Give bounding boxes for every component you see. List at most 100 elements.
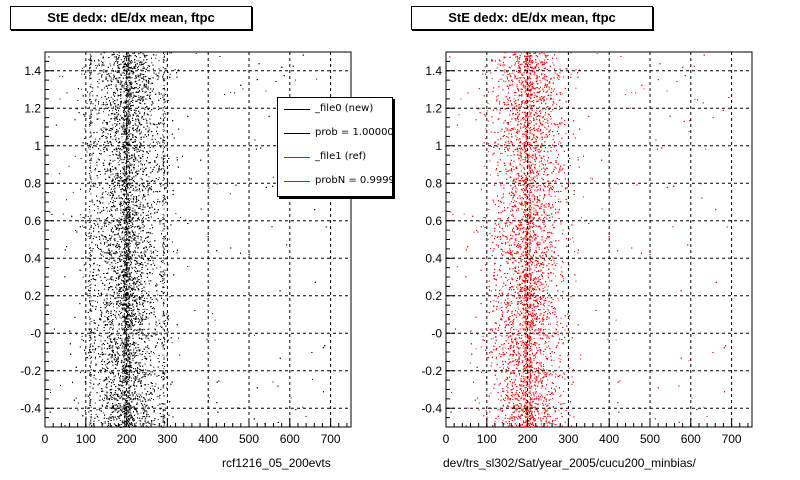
data-point: [113, 93, 114, 95]
data-point: [122, 297, 124, 299]
data-point: [133, 220, 135, 222]
data-point: [103, 255, 105, 257]
data-point: [162, 365, 164, 366]
data-point: [145, 71, 146, 73]
data-point: [147, 260, 149, 262]
data-point: [164, 140, 166, 141]
data-point: [141, 209, 143, 211]
data-point: [120, 210, 122, 211]
data-point: [132, 251, 134, 253]
data-point: [146, 301, 148, 303]
data-point: [91, 182, 93, 184]
data-point: [109, 63, 111, 65]
data-point: [124, 278, 126, 279]
data-point: [98, 79, 100, 81]
data-point: [144, 86, 146, 88]
data-point: [116, 338, 118, 340]
data-point: [133, 284, 135, 286]
data-point: [142, 78, 144, 80]
data-point: [141, 149, 143, 151]
data-point: [148, 152, 149, 154]
data-point: [140, 280, 142, 282]
data-point: [92, 186, 94, 188]
data-point: [121, 216, 123, 218]
data-point: [141, 74, 143, 76]
data-point: [108, 337, 110, 339]
data-point: [109, 264, 111, 266]
data-point: [164, 122, 165, 124]
data-point: [143, 216, 144, 218]
data-point: [157, 358, 159, 359]
data-point: [126, 176, 128, 178]
data-point: [136, 159, 138, 161]
data-point: [212, 313, 213, 315]
data-point: [133, 188, 135, 190]
data-point: [139, 84, 141, 85]
data-point: [121, 340, 123, 342]
data-point: [81, 225, 83, 227]
data-point: [167, 319, 169, 321]
data-point: [129, 176, 131, 177]
data-point: [167, 171, 169, 173]
data-point: [125, 123, 127, 125]
data-point: [140, 400, 142, 402]
data-point: [105, 191, 107, 193]
data-point: [155, 283, 157, 285]
data-point: [119, 177, 121, 179]
data-point: [119, 420, 121, 421]
data-point: [126, 139, 128, 141]
data-point: [116, 358, 118, 360]
data-point: [112, 138, 114, 140]
data-point: [141, 277, 143, 279]
data-point: [104, 219, 106, 220]
data-point: [140, 227, 142, 229]
data-point: [95, 183, 97, 185]
data-point: [158, 60, 160, 62]
data-point: [109, 305, 110, 307]
data-point: [144, 363, 146, 365]
data-point: [129, 227, 131, 229]
data-point: [109, 171, 111, 173]
data-point: [98, 334, 100, 336]
data-point: [130, 77, 132, 79]
data-point: [144, 301, 146, 303]
data-point: [124, 330, 125, 332]
data-point: [180, 217, 181, 219]
data-point: [121, 275, 123, 277]
data-point: [100, 340, 102, 342]
data-point: [168, 112, 170, 114]
data-point: [152, 306, 154, 308]
data-point: [141, 288, 143, 289]
data-point: [128, 395, 130, 396]
data-point: [155, 249, 157, 251]
data-point: [102, 62, 104, 64]
data-point: [294, 79, 296, 81]
data-point: [107, 304, 109, 306]
data-point: [102, 132, 104, 134]
data-point: [104, 260, 106, 262]
data-point: [106, 379, 108, 381]
data-point: [126, 159, 128, 161]
data-point: [165, 60, 167, 62]
data-point: [128, 104, 130, 106]
data-point: [113, 176, 115, 178]
data-point: [133, 109, 135, 111]
data-point: [122, 188, 124, 190]
data-point: [147, 135, 149, 137]
data-point: [94, 402, 96, 404]
data-point: [115, 356, 116, 358]
data-point: [72, 191, 74, 193]
data-point: [148, 210, 149, 212]
data-point: [138, 115, 140, 117]
data-point: [100, 53, 102, 55]
data-point: [110, 88, 112, 89]
data-point: [109, 121, 111, 123]
data-point: [114, 116, 116, 118]
data-point: [126, 149, 128, 151]
data-point: [162, 194, 164, 196]
data-point: [129, 183, 131, 185]
data-point: [106, 399, 108, 401]
data-point: [88, 236, 90, 237]
data-point: [136, 306, 138, 307]
